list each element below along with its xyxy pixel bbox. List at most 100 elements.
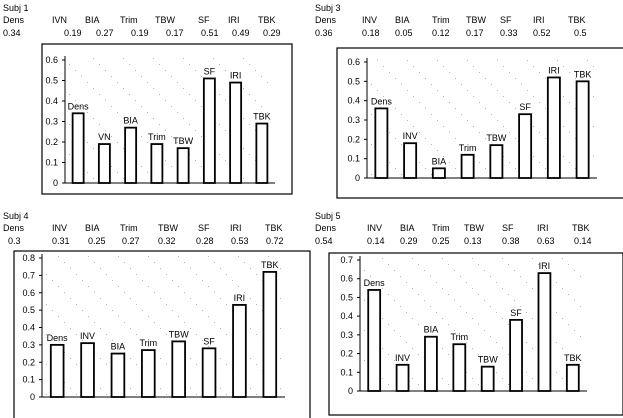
bar-label: Dens — [68, 101, 90, 111]
bar-label: BIA — [424, 325, 439, 335]
bar-label: TBK — [261, 260, 279, 270]
y-tick-label: 0.3 — [45, 117, 58, 127]
header-cell: Dens — [3, 223, 25, 233]
y-tick-label: 0.6 — [45, 55, 58, 65]
header-cell: BIA — [395, 15, 410, 25]
y-tick-label: 0.4 — [22, 323, 35, 333]
bar-label: INV — [395, 353, 410, 363]
y-tick-label: 0.2 — [340, 349, 353, 359]
bar-sf — [202, 77, 216, 184]
bar-vn — [97, 143, 111, 184]
value-cell: 0.38 — [502, 236, 520, 246]
y-tick-label: 0.2 — [22, 357, 35, 367]
y-tick-label: 0 — [355, 173, 360, 183]
y-tick-label: 0.6 — [22, 288, 35, 298]
value-cell: 0.34 — [3, 28, 21, 38]
header-cell: SF — [502, 223, 514, 233]
value-cell: 0.29 — [263, 28, 281, 38]
header-cell: Dens — [315, 15, 337, 25]
chart-panel-subj-3: Subj 3 Dens INV BIA Trim TBW SF IRI TBK … — [312, 0, 623, 205]
header-cell: INV — [52, 223, 68, 233]
value-cell: 0.49 — [232, 28, 250, 38]
header-cell: TBW — [155, 15, 175, 25]
measurement-header-row: Dens INV BIA Trim TBW SF IRI TBK — [312, 223, 623, 235]
bar-label: INV — [403, 131, 418, 141]
y-tick-label: 0.6 — [347, 57, 360, 67]
header-cell: Trim — [120, 223, 138, 233]
bar-tbw — [480, 365, 495, 392]
y-tick-label: 0.8 — [22, 253, 35, 263]
bar-label: INV — [80, 331, 95, 341]
bar-tbk — [565, 363, 580, 392]
value-cell: 0.53 — [231, 236, 249, 246]
bar-label: Trim — [148, 132, 166, 142]
bar-label: Dens — [364, 278, 386, 288]
measurement-header-row: Dens INV BIA Trim TBW SF IRI TBK — [0, 223, 312, 235]
header-cell: IRI — [533, 15, 545, 25]
y-tick-label: 0.5 — [340, 292, 353, 302]
value-cell: 0.51 — [201, 28, 219, 38]
y-tick-label: 0.7 — [22, 270, 35, 280]
measurement-value-row: 0.3 0.31 0.25 0.27 0.32 0.28 0.53 0.72 — [0, 236, 312, 248]
header-cell: Trim — [432, 223, 450, 233]
bar-label: SF — [203, 336, 215, 346]
value-cell: 0.19 — [64, 28, 82, 38]
bar-label: VN — [98, 132, 111, 142]
bar-label: SF — [519, 102, 531, 112]
bar-chart: 0 0.1 0.2 0.3 0.4 0.5 0.6 Dens VN BIA Trim TBW SF IRI… — [41, 43, 293, 195]
y-tick-label: 0.5 — [22, 305, 35, 315]
bar-bia — [124, 126, 138, 184]
bar-sf — [518, 113, 533, 179]
bar-iri — [546, 76, 561, 179]
value-cell: 0.31 — [52, 236, 70, 246]
header-cell: TBK — [265, 223, 283, 233]
bar-label: TBK — [253, 112, 271, 122]
y-tick-label: 0.4 — [347, 96, 360, 106]
value-cell: 0.54 — [315, 236, 333, 246]
bar-label: Dens — [371, 96, 393, 106]
header-cell: SF — [198, 15, 210, 25]
y-tick-label: 0.4 — [340, 311, 353, 321]
bar-dens — [71, 112, 85, 184]
header-cell: INV — [367, 223, 383, 233]
bar-label: IRI — [548, 65, 560, 75]
bar-chart: 0 0.1 0.2 0.3 0.4 0.5 0.6 Dens INV BIA Trim TBW SF IR… — [336, 47, 623, 199]
y-tick-label: 0 — [30, 392, 35, 402]
y-tick-label: 0.1 — [347, 154, 360, 164]
bar-label: TBW — [173, 136, 194, 146]
bar-tbk — [575, 80, 590, 179]
header-cell: Trim — [432, 15, 450, 25]
header-cell: TBK — [568, 15, 586, 25]
bar-tbw — [489, 144, 504, 179]
y-tick-label: 0.7 — [340, 255, 353, 265]
y-tick-label: 0.2 — [347, 134, 360, 144]
bar-label: Trim — [139, 338, 157, 348]
header-cell: INV — [362, 15, 378, 25]
value-cell: 0.14 — [574, 236, 592, 246]
y-tick-label: 0 — [348, 386, 353, 396]
measurement-value-row: 0.34 0.19 0.27 0.19 0.17 0.51 0.49 0.29 — [0, 28, 300, 40]
value-cell: 0.27 — [96, 28, 114, 38]
bar-tbw — [171, 340, 186, 398]
header-cell: BIA — [400, 223, 415, 233]
value-cell: 0.19 — [131, 28, 149, 38]
y-tick-label: 0.6 — [340, 274, 353, 284]
header-cell: TBK — [258, 15, 276, 25]
value-cell: 0.13 — [464, 236, 482, 246]
bar-trim — [452, 343, 467, 392]
bar-label: BIA — [111, 342, 126, 352]
bar-sf — [201, 347, 217, 398]
value-cell: 0.36 — [315, 28, 333, 38]
bar-label: TBK — [574, 69, 592, 79]
y-tick-label: 0.1 — [340, 367, 353, 377]
y-tick-label: 0.1 — [22, 375, 35, 385]
measurement-value-row: 0.54 0.14 0.29 0.25 0.13 0.38 0.63 0.14 — [312, 236, 623, 248]
bar-label: Trim — [450, 332, 468, 342]
bar-label: SF — [204, 66, 216, 76]
bar-label: BIA — [123, 116, 138, 126]
bar-dens — [367, 289, 382, 392]
bar-inv — [80, 342, 95, 398]
header-cell: TBW — [158, 223, 178, 233]
header-cell: BIA — [85, 15, 100, 25]
y-tick-label: 0.3 — [340, 330, 353, 340]
